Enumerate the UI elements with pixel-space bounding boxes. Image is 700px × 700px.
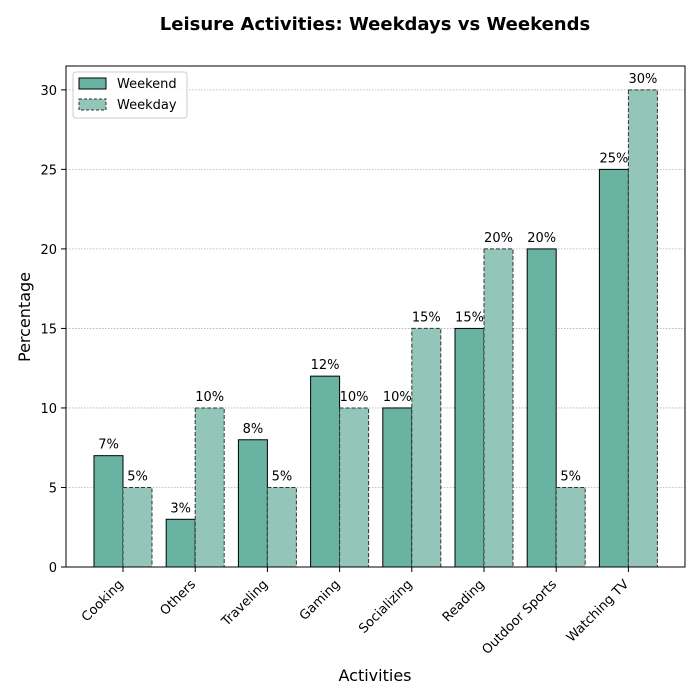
data-label: 15% xyxy=(455,310,484,325)
x-tick-label: Socializing xyxy=(356,577,415,636)
bar-weekend-traveling xyxy=(237,439,268,568)
data-label: 10% xyxy=(383,390,412,405)
bar-weekday-gaming xyxy=(339,407,370,568)
bar-weekday-outdoor-sports xyxy=(555,486,586,568)
data-label: 30% xyxy=(628,72,657,87)
data-label: 25% xyxy=(599,151,628,166)
bars xyxy=(93,89,658,568)
x-tick-label: Others xyxy=(158,577,200,619)
y-tick-label: 0 xyxy=(49,561,57,576)
legend-swatch-weekday xyxy=(78,98,107,111)
bar-weekend-outdoor-sports xyxy=(526,248,557,568)
data-label: 10% xyxy=(195,390,224,405)
data-labels: 7% 3% 8% 12% 10% 15% 20% 25% 5% 10% 5% 10% 15% 20% 5% 3… xyxy=(98,72,657,516)
x-tick-label: Reading xyxy=(440,577,488,625)
data-label: 5% xyxy=(127,469,148,484)
y-axis-label: Percentage xyxy=(15,272,34,362)
grid-lines xyxy=(66,89,685,568)
y-tick-label: 5 xyxy=(49,481,57,496)
bar-weekend-cooking xyxy=(93,455,124,568)
x-tick-label: Traveling xyxy=(218,577,271,630)
y-tick-label: 25 xyxy=(40,163,57,178)
legend: Weekend Weekday xyxy=(72,71,188,119)
legend-label-weekend: Weekend xyxy=(117,77,177,92)
x-axis-ticks: Cooking Others Traveling Gaming Socializing R… xyxy=(79,567,632,658)
legend-label-weekday: Weekday xyxy=(117,98,177,113)
bar-weekend-others xyxy=(165,518,196,568)
x-axis-label: Activities xyxy=(339,666,412,685)
x-tick-label: Cooking xyxy=(79,577,127,625)
data-label: 12% xyxy=(311,358,340,373)
y-tick-label: 20 xyxy=(40,243,57,258)
data-label: 5% xyxy=(272,469,293,484)
y-tick-label: 10 xyxy=(40,402,57,417)
data-label: 20% xyxy=(484,231,513,246)
data-label: 5% xyxy=(560,469,581,484)
x-tick-label: Gaming xyxy=(297,577,344,624)
bar-weekday-traveling xyxy=(266,486,297,568)
y-tick-label: 15 xyxy=(40,322,57,337)
bar-weekday-others xyxy=(194,407,225,568)
y-axis-ticks: 0 5 10 15 20 25 30 xyxy=(40,84,66,576)
x-tick-label: Outdoor Sports xyxy=(479,577,560,658)
bar-weekend-gaming xyxy=(310,375,341,568)
bar-weekend-watching-tv xyxy=(598,168,629,568)
bar-weekday-reading xyxy=(483,248,514,568)
bar-weekend-socializing xyxy=(382,407,413,568)
data-label: 15% xyxy=(412,310,441,325)
bar-weekday-cooking xyxy=(122,486,153,568)
bar-weekend-reading xyxy=(454,327,485,568)
bar-weekday-watching-tv xyxy=(627,89,658,568)
data-label: 20% xyxy=(527,231,556,246)
legend-swatch-weekend xyxy=(78,77,107,90)
data-label: 7% xyxy=(98,438,119,453)
data-label: 8% xyxy=(243,422,264,437)
y-tick-label: 30 xyxy=(40,84,57,99)
plot-frame xyxy=(65,65,686,568)
chart-title: Leisure Activities: Weekdays vs Weekends xyxy=(160,14,590,35)
data-label: 3% xyxy=(170,501,191,516)
x-tick-label: Watching TV xyxy=(564,577,632,645)
bar-weekday-socializing xyxy=(411,327,442,568)
data-label: 10% xyxy=(340,390,369,405)
